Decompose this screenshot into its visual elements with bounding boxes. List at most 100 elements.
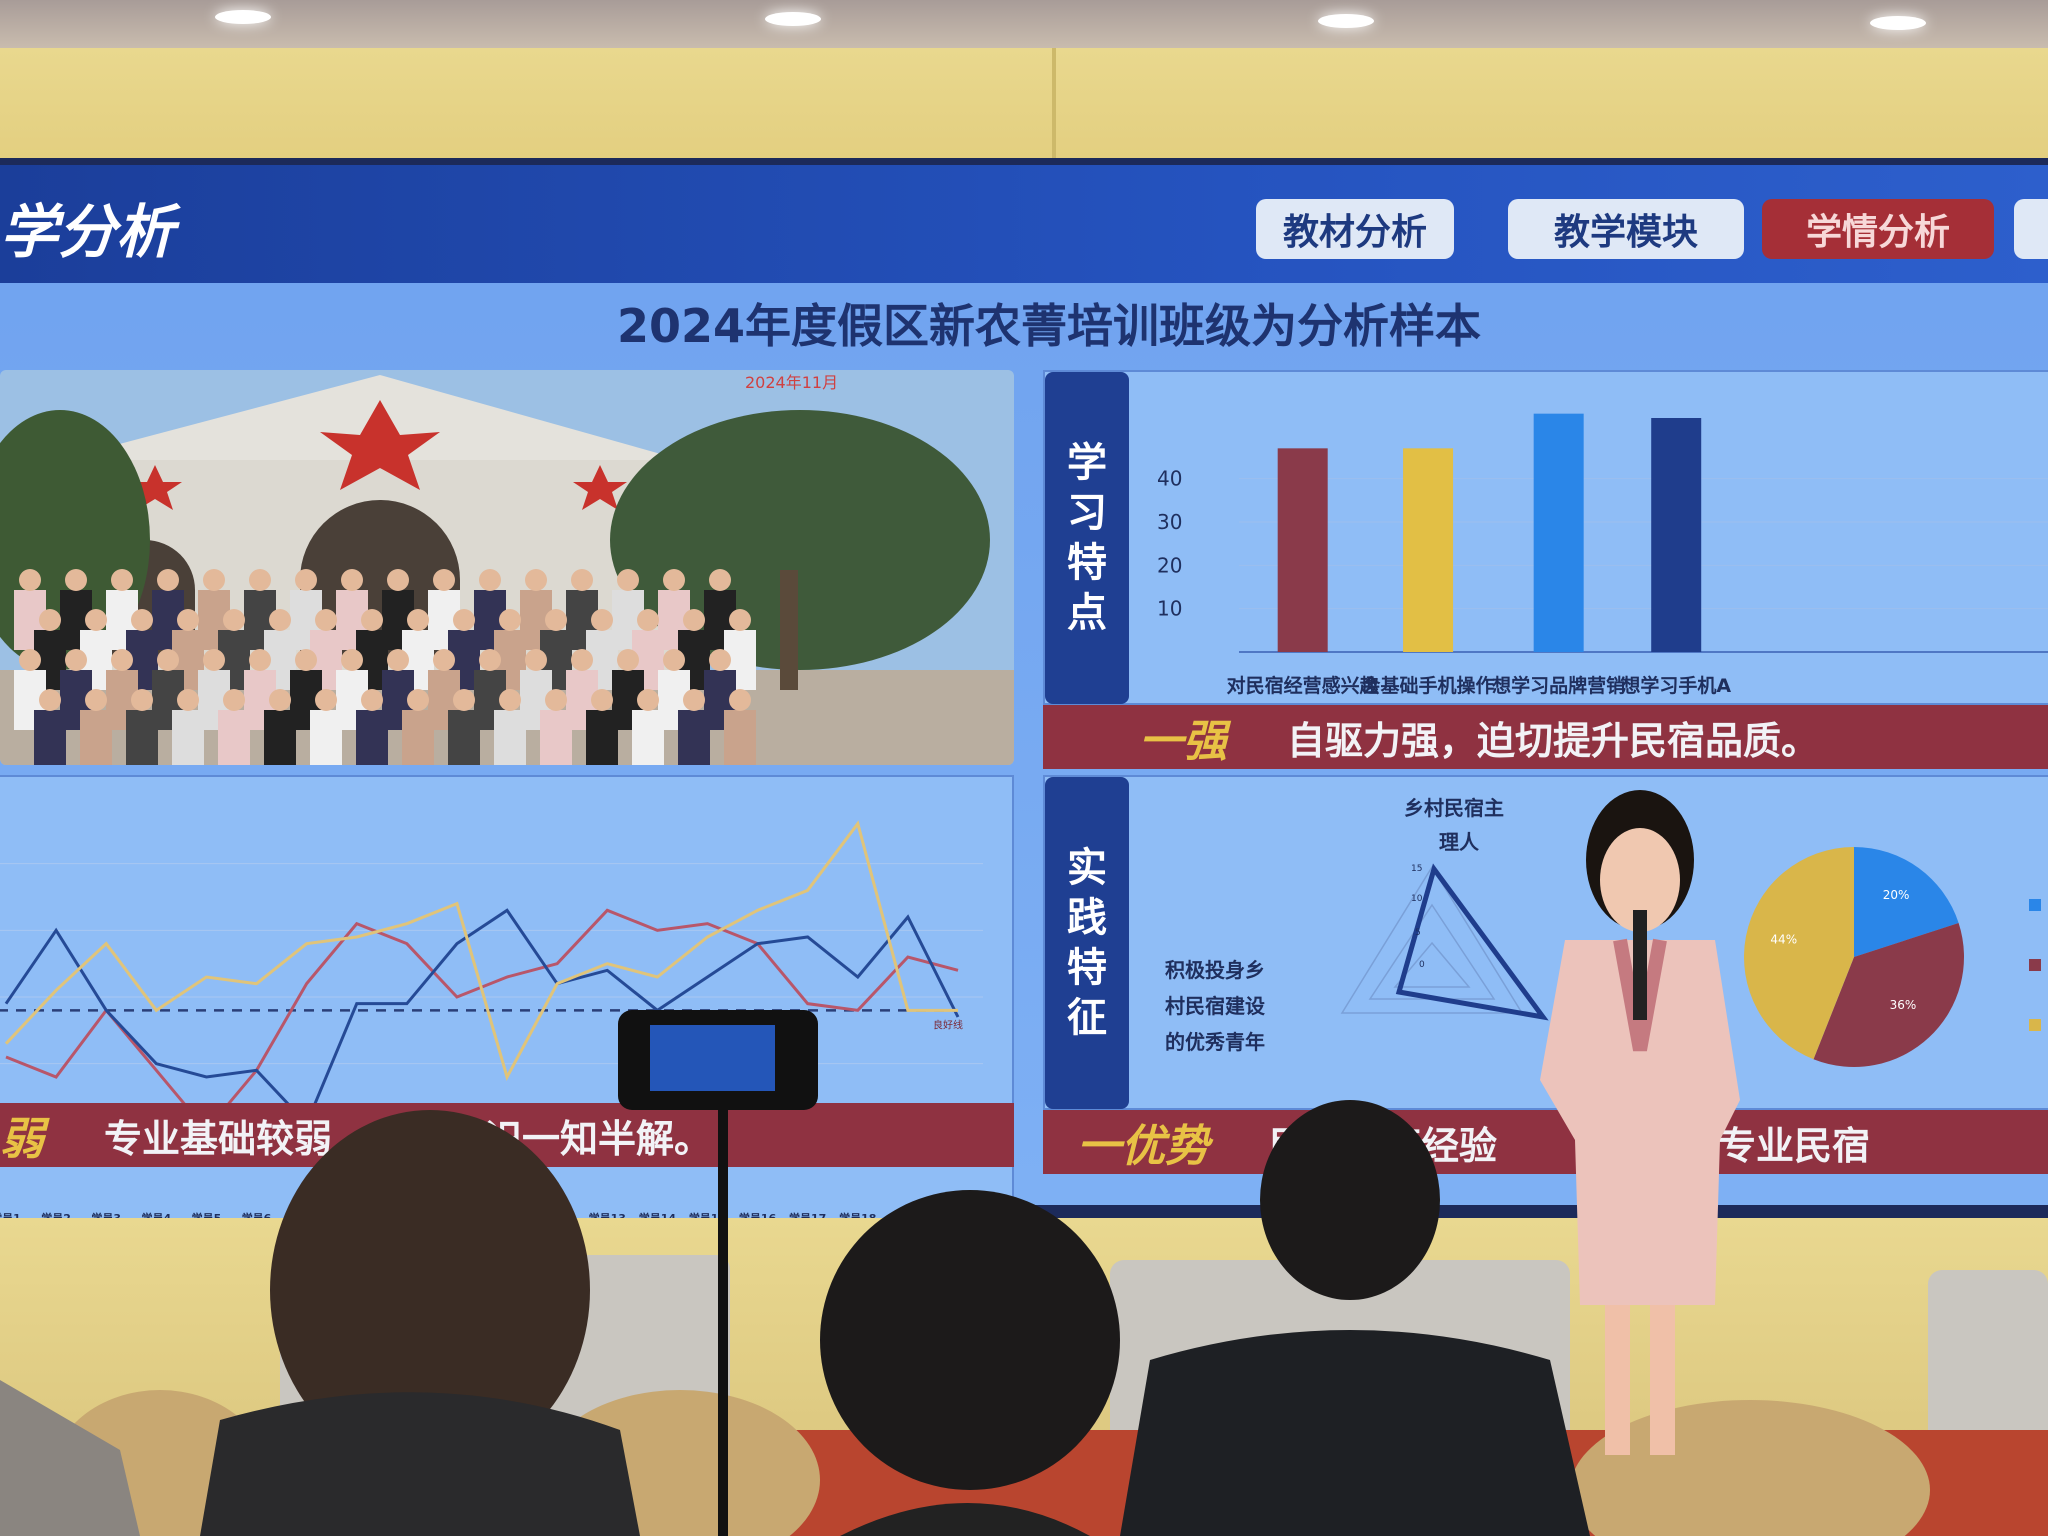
radar-label: 村民宿建设 <box>1165 994 1265 1018</box>
tripod <box>718 1110 728 1536</box>
learning-characteristics-panel: 学 习 特 点 10 20 30 40 对民宿经营感兴趣 会基础手机操作 想学习品牌营销 想学… <box>1043 370 2048 705</box>
pie-slice <box>1854 847 1959 957</box>
tab-teaching-module[interactable]: 教学模块 <box>1508 199 1744 259</box>
x-tick-label: 想学习手机A <box>1621 674 1731 697</box>
pie-slice <box>1744 847 1854 1060</box>
radar-grid <box>1340 865 1524 1014</box>
slide-section-title: 学分析 <box>0 198 175 266</box>
person-head <box>177 609 199 631</box>
person-body <box>172 710 204 765</box>
x-tick-label: 对民宿经营感兴趣 <box>1227 674 1380 697</box>
side-char: 实 <box>1067 845 1107 891</box>
person-head <box>315 609 337 631</box>
side-char: 点 <box>1067 590 1107 636</box>
person-head <box>65 569 87 591</box>
crowd <box>14 569 756 765</box>
person-head <box>361 689 383 711</box>
person-body <box>264 710 296 765</box>
person-head <box>315 689 337 711</box>
ceiling <box>0 0 2048 48</box>
person-head <box>683 609 705 631</box>
person-head <box>617 569 639 591</box>
tab-partial[interactable] <box>2014 199 2048 259</box>
person-head <box>709 569 731 591</box>
legend-swatch <box>2029 899 2041 911</box>
person-head <box>39 609 61 631</box>
person-head <box>341 569 363 591</box>
threshold-label: 良好线 <box>933 1018 963 1031</box>
person-head <box>453 689 475 711</box>
person-head <box>479 649 501 671</box>
person-head <box>525 569 547 591</box>
person-head <box>39 689 61 711</box>
slide-header: 学分析 教材分析 教学模块 学情分析 <box>0 165 2048 283</box>
person-head <box>729 609 751 631</box>
person-head <box>433 649 455 671</box>
series-line <box>4 820 958 1081</box>
person-head <box>295 569 317 591</box>
person-head <box>617 649 639 671</box>
person-body <box>34 710 66 765</box>
person-body <box>80 710 112 765</box>
person-head <box>663 569 685 591</box>
practice-side-label: 实 践 特 征 <box>1045 777 1129 1109</box>
ceiling-light <box>1870 16 1926 30</box>
person-head <box>571 649 593 671</box>
side-char: 学 <box>1067 440 1107 486</box>
y-tick-label: 10 <box>1157 597 1182 621</box>
person-head <box>223 689 245 711</box>
person-head <box>499 609 521 631</box>
person-head <box>131 689 153 711</box>
person-head <box>249 649 271 671</box>
radar-tick: 5 <box>1415 928 1421 938</box>
person-head <box>407 689 429 711</box>
band-tag: 一优势 <box>1077 1121 1209 1172</box>
group-photo-illustration: 2024年11月 <box>0 370 1014 765</box>
legend-swatch <box>2029 1019 2041 1031</box>
person-head <box>545 689 567 711</box>
x-tick-label: 会基础手机操作 <box>1362 674 1495 697</box>
person-head <box>19 569 41 591</box>
tab-learner-analysis[interactable]: 学情分析 <box>1762 199 1994 259</box>
person-head <box>387 569 409 591</box>
slide-main-title: 2024年度假区新农菁培训班级为分析样本 <box>616 299 1482 353</box>
person-head <box>111 649 133 671</box>
person-head <box>433 569 455 591</box>
audience-head <box>820 1190 1120 1490</box>
tab-textbook-analysis[interactable]: 教材分析 <box>1256 199 1454 259</box>
person-head <box>479 569 501 591</box>
band-tag: 一强 <box>1139 716 1227 767</box>
band-text: 自驱力强，迫切提升民宿品质。 <box>1287 718 1820 763</box>
bar <box>1651 418 1702 652</box>
person-body <box>402 710 434 765</box>
person-head <box>177 689 199 711</box>
person-head <box>157 649 179 671</box>
radar-label: 的优秀青年 <box>1165 1030 1265 1054</box>
ceiling-light <box>1318 14 1374 28</box>
person-head <box>157 569 179 591</box>
pie-label: 20% <box>1883 888 1910 902</box>
audience-body <box>200 1392 640 1536</box>
side-char: 践 <box>1067 895 1107 941</box>
audience-shoulder <box>0 1380 140 1536</box>
side-char: 习 <box>1067 490 1107 536</box>
pie-label: 44% <box>1770 933 1797 947</box>
bar <box>1533 413 1584 652</box>
phone-screen <box>650 1025 775 1091</box>
person-head <box>203 649 225 671</box>
person-head <box>591 689 613 711</box>
person-body <box>310 710 342 765</box>
person-head <box>361 609 383 631</box>
person-head <box>269 609 291 631</box>
radar-label: 乡村民宿主 <box>1404 796 1504 820</box>
audience-head <box>1260 1100 1440 1300</box>
person-head <box>407 609 429 631</box>
y-tick-label: 20 <box>1157 553 1182 577</box>
person-body <box>586 710 618 765</box>
pie-chart: 20% 36% 44% <box>1744 847 1964 1067</box>
person-head <box>249 569 271 591</box>
wall-panel <box>0 48 2048 158</box>
person-head <box>729 689 751 711</box>
photo-date-stamp: 2024年11月 <box>745 373 838 392</box>
